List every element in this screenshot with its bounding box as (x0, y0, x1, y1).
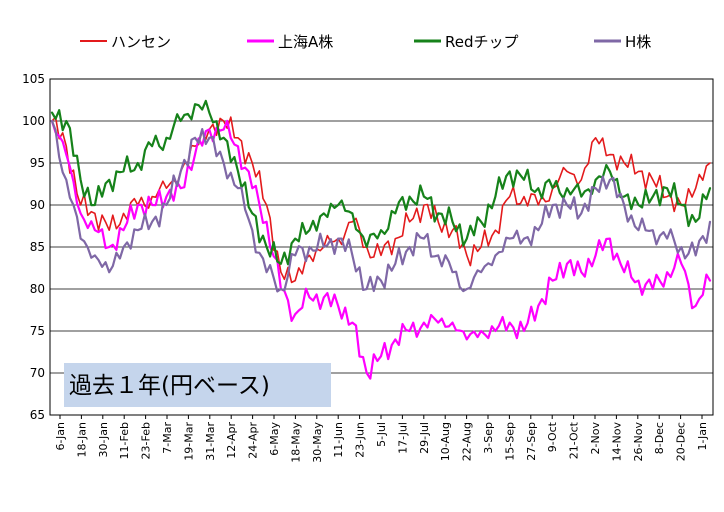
x-tick-label: 20-Dec (675, 422, 688, 461)
y-tick-label: 95 (30, 156, 45, 170)
x-tick-label: 9-Oct (546, 421, 559, 452)
x-tick-label: 8-Dec (653, 422, 666, 454)
x-tick-label: 6-May (268, 422, 281, 456)
series-layer (50, 99, 712, 380)
x-tick-label: 30-Jan (97, 422, 110, 458)
legend-label-hansen: ハンセン (111, 33, 171, 51)
x-tick-label: 7-Mar (161, 422, 174, 454)
y-tick-label: 80 (30, 282, 45, 296)
legend-label-red-chip: Redチップ (445, 33, 519, 51)
x-tick-label: 19-Mar (182, 422, 195, 461)
x-tick-label: 27-Sep (525, 422, 538, 461)
x-tick-label: 23-Feb (140, 422, 153, 459)
x-tick-label: 23-Jun (354, 422, 367, 458)
x-tick-label: 1-Jan (696, 422, 709, 451)
x-axis-ticks: 6-Jan 18-Jan 30-Jan 11-Feb 23-Feb 7-Mar 19-Mar… (54, 415, 709, 463)
x-tick-label: 11-Feb (118, 422, 131, 459)
y-tick-label: 65 (30, 408, 45, 422)
annotation: 過去１年(円ベース) (64, 363, 331, 407)
y-tick-label: 100 (22, 114, 45, 128)
x-tick-label: 18-Jan (75, 422, 88, 458)
x-tick-label: 10-Aug (439, 422, 452, 461)
plot-area-border (49, 78, 714, 416)
x-tick-label: 31-Mar (204, 422, 217, 461)
x-tick-label: 3-Sep (482, 422, 495, 454)
x-tick-label: 17-Jul (396, 422, 409, 454)
series-line-1 (50, 119, 712, 380)
x-tick-label: 2-Nov (589, 422, 602, 455)
y-tick-label: 90 (30, 198, 45, 212)
x-tick-label: 22-Aug (461, 422, 474, 461)
x-tick-label: 26-Nov (632, 422, 645, 462)
x-tick-label: 24-Apr (247, 422, 260, 459)
y-tick-label: 75 (30, 324, 45, 338)
annotation-box (64, 363, 331, 407)
series-line-3 (50, 119, 712, 293)
x-tick-label: 15-Sep (503, 422, 516, 461)
legend-label-shanghai-a: 上海A株 (278, 33, 333, 51)
x-tick-label: 5-Jul (375, 422, 388, 447)
legend-label-h-shares: H株 (625, 33, 651, 51)
x-tick-label: 30-May (311, 422, 324, 463)
x-tick-label: 6-Jan (54, 422, 67, 451)
x-tick-label: 12-Apr (225, 422, 238, 459)
x-tick-label: 14-Nov (610, 422, 623, 462)
x-tick-label: 21-Oct (568, 421, 581, 459)
y-axis-ticks: 65 70 75 80 85 90 95 100 105 (22, 72, 45, 422)
y-tick-label: 70 (30, 366, 45, 380)
x-tick-label: 11-Jun (332, 422, 345, 458)
series-line-2 (50, 99, 712, 266)
legend: ハンセン 上海A株 Redチップ H株 (80, 33, 651, 51)
y-tick-label: 105 (22, 72, 45, 86)
x-tick-label: 18-May (289, 422, 302, 463)
annotation-text: 過去１年(円ベース) (69, 373, 270, 399)
y-tick-label: 85 (30, 240, 45, 254)
x-tick-label: 29-Jul (418, 422, 431, 454)
series-line-0 (51, 116, 711, 284)
